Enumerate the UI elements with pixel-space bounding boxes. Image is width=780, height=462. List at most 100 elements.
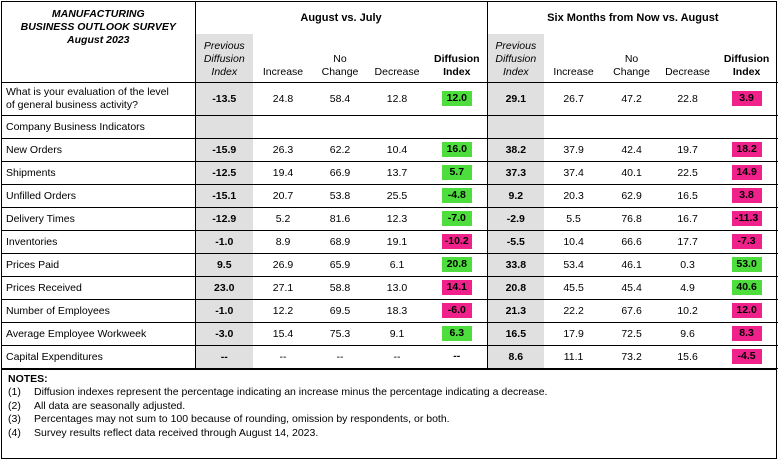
value-cell-cur: 26.3 <box>272 143 294 156</box>
note-item: (4) Survey results reflect data received … <box>8 427 770 441</box>
empty-cell <box>427 115 488 138</box>
value-cell-fut: 17.9 <box>563 327 584 340</box>
note-text: Survey results reflect data received thr… <box>34 426 319 439</box>
note-text: All data are seasonally adjusted. <box>34 399 186 412</box>
diffusion-index-value: 12.0 <box>441 91 472 106</box>
diffusion-index-value: -7.0 <box>441 211 472 226</box>
row-label: Unfilled Orders <box>2 184 196 207</box>
row-label: What is your evaluation of the level of g… <box>2 82 196 115</box>
diffusion-index-value: 14.1 <box>441 280 472 295</box>
table-row: Average Employee Workweek -3.0 15.4 75.3 9.1… <box>2 322 779 345</box>
value-cell-cur: -12.9 <box>195 207 253 230</box>
table-row: New Orders -15.9 26.3 62.2 10.4 16.0 38.2 37.9 4… <box>2 138 779 161</box>
value-cell-cur: 9.5 <box>195 253 253 276</box>
row-label: Number of Employees <box>2 299 196 322</box>
value-cell-fut: 47.2 <box>621 92 642 105</box>
diffusion-index-cell-fut: -7.3 <box>715 230 778 253</box>
value-cell-cur: 53.8 <box>329 189 351 202</box>
value-cell-cur: 5.2 <box>275 212 291 225</box>
diffusion-index-cell-cur: -7.0 <box>427 207 488 230</box>
value-cell-cur: 19.1 <box>386 235 408 248</box>
table-row: Delivery Times -12.9 5.2 81.6 12.3 -7.0 -2.9 5.… <box>2 207 779 230</box>
value-cell-fut: 8.6 <box>487 345 545 368</box>
diffusion-index-cell-fut: 53.0 <box>715 253 778 276</box>
value-cell-fut: 16.5 <box>677 189 698 202</box>
value-cell-fut: 4.9 <box>680 281 695 294</box>
value-cell-fut: 45.4 <box>621 281 642 294</box>
diffusion-index-cell-cur: 14.1 <box>427 276 488 299</box>
diffusion-index-cell-cur: -- <box>427 345 488 368</box>
value-cell-fut: 9.6 <box>680 327 695 340</box>
table-row: Unfilled Orders -15.1 20.7 53.8 25.5 -4.8 9.2 2… <box>2 184 779 207</box>
value-cell-fut: 67.6 <box>621 304 642 317</box>
empty-cell <box>603 115 660 138</box>
diffusion-index-cell-fut: 8.3 <box>715 322 778 345</box>
diffusion-index-cell-cur: 6.3 <box>427 322 488 345</box>
table-row: Prices Paid 9.5 26.9 65.9 6.1 20.8 33.8 53.4 46.… <box>2 253 779 276</box>
diffusion-index-value: -- <box>453 350 461 362</box>
empty-cell <box>544 115 603 138</box>
value-cell-fut: 46.1 <box>621 258 642 271</box>
value-cell-cur: 75.3 <box>329 327 351 340</box>
diffusion-index-cell-fut: 3.8 <box>715 184 778 207</box>
value-cell-fut: 53.4 <box>563 258 584 271</box>
value-cell-fut: 10.2 <box>677 304 698 317</box>
row-label: New Orders <box>2 138 196 161</box>
diffusion-index-cell-cur: 20.8 <box>427 253 488 276</box>
col-increase-current: Increase <box>253 34 313 83</box>
col-prev-future: Previous Diffusion Index <box>487 34 545 83</box>
value-cell-cur: 69.5 <box>329 304 351 317</box>
title-line-1: MANUFACTURING <box>51 8 145 20</box>
survey-title: MANUFACTURING BUSINESS OUTLOOK SURVEY Au… <box>2 2 196 83</box>
value-cell-fut: 29.1 <box>487 82 545 115</box>
value-cell-cur: 27.1 <box>272 281 294 294</box>
group-header-current: August vs. July <box>195 2 488 34</box>
notes-list: (1) Diffusion indexes represent the perce… <box>8 386 770 440</box>
value-cell-cur: 13.7 <box>386 166 408 179</box>
value-cell-cur: 62.2 <box>329 143 351 156</box>
value-cell-cur: -- <box>195 345 253 368</box>
value-cell-fut: 37.4 <box>563 166 584 179</box>
diffusion-index-cell-fut: 40.6 <box>715 276 778 299</box>
value-cell-fut: 19.7 <box>677 143 698 156</box>
diffusion-index-value: -6.0 <box>441 303 472 318</box>
diffusion-index-cell-cur: -4.8 <box>427 184 488 207</box>
value-cell-cur: 10.4 <box>386 143 408 156</box>
diffusion-index-value: 16.0 <box>441 142 472 157</box>
diffusion-index-cell-fut: -4.5 <box>715 345 778 368</box>
row-label: Average Employee Workweek <box>2 322 196 345</box>
value-cell-fut: 45.5 <box>563 281 584 294</box>
empty-cell <box>367 115 427 138</box>
col-prev-current: Previous Diffusion Index <box>195 34 253 83</box>
diffusion-index-cell-fut: 14.9 <box>715 161 778 184</box>
note-item: (2) All data are seasonally adjusted. <box>8 400 770 414</box>
empty-cell <box>313 115 367 138</box>
diffusion-index-value: 14.9 <box>731 165 762 180</box>
empty-cell <box>660 115 715 138</box>
title-line-2: BUSINESS OUTLOOK SURVEY <box>20 21 176 33</box>
note-number: (2) <box>8 399 21 412</box>
diffusion-index-value: 18.2 <box>731 142 762 157</box>
value-cell-fut: 33.8 <box>487 253 545 276</box>
value-cell-cur: 12.8 <box>386 92 408 105</box>
diffusion-index-value: 8.3 <box>731 326 762 341</box>
note-text: Diffusion indexes represent the percenta… <box>34 386 548 398</box>
diffusion-index-value: 3.9 <box>731 91 762 106</box>
value-cell-cur: 20.7 <box>272 189 294 202</box>
diffusion-index-value: -4.5 <box>731 349 762 364</box>
diffusion-index-cell-cur: 12.0 <box>427 82 488 115</box>
value-cell-cur: -- <box>336 350 344 363</box>
value-cell-fut: 38.2 <box>487 138 545 161</box>
col-nochange-future: No Change <box>603 34 661 83</box>
value-cell-fut: 20.8 <box>487 276 545 299</box>
value-cell-cur: 12.2 <box>272 304 294 317</box>
diffusion-index-value: 20.8 <box>441 257 472 272</box>
table-body: What is your evaluation of the level of g… <box>2 82 779 368</box>
row-label: Delivery Times <box>2 207 196 230</box>
value-cell-cur: 66.9 <box>329 166 351 179</box>
value-cell-fut: 42.4 <box>621 143 642 156</box>
value-cell-cur: 26.9 <box>272 258 294 271</box>
value-cell-cur: 68.9 <box>329 235 351 248</box>
value-cell-cur: 6.1 <box>389 258 405 271</box>
